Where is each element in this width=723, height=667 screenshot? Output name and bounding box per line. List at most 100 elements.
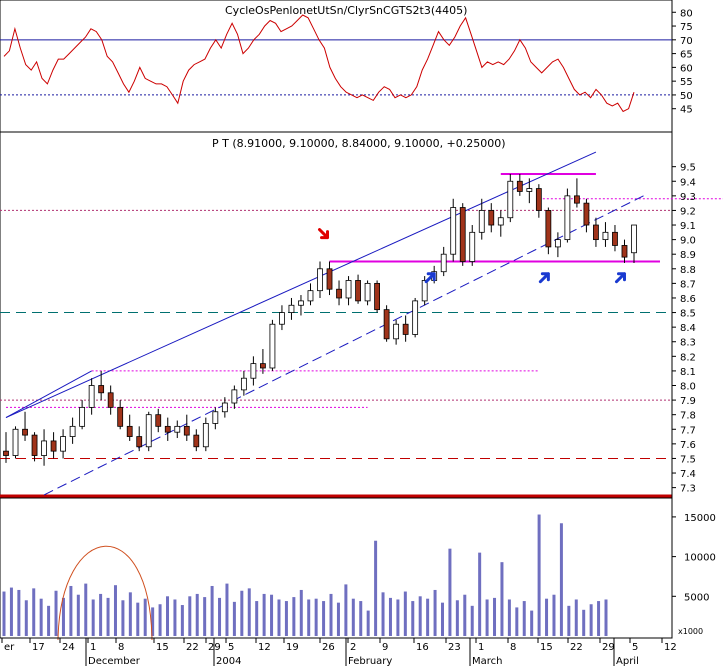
volume-bar <box>143 598 147 636</box>
rsi-title: CycleOsPenlonetUtSn/ClyrSnCGTS2t3(4405) <box>225 4 467 17</box>
blue-arrow <box>614 272 626 284</box>
rsi-panel <box>0 0 673 133</box>
candle-down <box>183 425 190 436</box>
candle-up <box>345 280 352 299</box>
volume-bar <box>262 593 266 636</box>
volume-bar <box>545 598 549 636</box>
price-tick-label: 8.4 <box>680 323 696 334</box>
volume-bar <box>39 598 43 636</box>
candle-down <box>98 385 105 394</box>
candle-down <box>574 195 580 204</box>
candle-down <box>155 414 162 427</box>
candle-up <box>288 304 295 313</box>
volume-bar <box>329 593 333 636</box>
lower-channel-line <box>43 195 644 496</box>
volume-bar <box>552 594 556 636</box>
volume-bar <box>574 599 578 636</box>
candle-down <box>336 288 342 299</box>
blue-arrow <box>424 272 436 284</box>
candle-down <box>612 231 618 246</box>
price-title: P T (8.91000, 9.10000, 8.84000, 9.10000,… <box>212 137 506 150</box>
volume-bar <box>366 610 370 636</box>
x-tick-label: 15 <box>156 642 169 653</box>
volume-bar <box>180 605 184 636</box>
price-tick-label: 8.6 <box>680 294 696 305</box>
x-tick-label: 8 <box>118 642 124 653</box>
volume-bar <box>24 600 28 636</box>
candle-down <box>516 180 523 192</box>
x-tick-label: er <box>4 642 15 653</box>
volume-bar <box>284 601 288 636</box>
price-tick-label: 8.3 <box>680 338 696 349</box>
volume-bar <box>240 590 244 636</box>
volume-bar <box>54 590 58 636</box>
upper-channel-line <box>5 151 597 419</box>
price-tick-label: 9.5 <box>680 163 696 174</box>
volume-bar <box>84 583 88 636</box>
volume-bar <box>307 599 311 636</box>
candle-down <box>50 440 57 452</box>
blue-arrow-shape <box>424 272 436 284</box>
price-tick-label: 8.5 <box>680 309 696 320</box>
candle-up <box>298 300 304 306</box>
volume-tick-label: 5000 <box>684 592 709 603</box>
candle-up <box>60 436 66 452</box>
volume-bar <box>314 598 318 636</box>
volume-bar <box>277 599 281 636</box>
volume-bar <box>388 597 392 636</box>
x-tick-label: 5 <box>632 642 638 653</box>
candle-down <box>326 268 333 290</box>
volume-bar <box>493 597 497 636</box>
volume-bar <box>136 602 140 636</box>
candle-up <box>602 231 609 241</box>
volume-bar <box>173 599 177 636</box>
volume-bar <box>121 600 125 636</box>
volume-bar <box>166 596 170 636</box>
volume-bar <box>411 601 415 636</box>
candle-up <box>507 180 514 219</box>
volume-bar <box>522 601 526 636</box>
candle-down <box>126 425 133 437</box>
candle-up <box>450 207 457 255</box>
volume-bar <box>69 585 73 636</box>
rsi-line <box>3 14 635 113</box>
volume-bar <box>106 597 110 636</box>
price-tick-label: 7.3 <box>680 484 696 495</box>
volume-bar <box>582 609 586 636</box>
candle-up <box>279 312 285 325</box>
candle-up <box>364 282 371 302</box>
volume-bar <box>537 514 541 636</box>
candle-down <box>488 210 495 226</box>
rsi-tick-label: 50 <box>680 91 693 102</box>
candle-down <box>31 434 38 456</box>
x-tick-label: 22 <box>186 642 199 653</box>
volume-bar <box>455 600 459 636</box>
volume-bar <box>463 594 467 636</box>
candle-up <box>526 188 533 192</box>
volume-bar <box>478 552 482 636</box>
x-tick-label: 23 <box>448 642 461 653</box>
volume-bar <box>17 589 21 636</box>
volume-bar <box>158 604 162 636</box>
volume-bar <box>344 584 348 636</box>
blue-arrow-shape <box>538 272 550 284</box>
volume-bar <box>322 601 326 636</box>
price-tick-label: 7.7 <box>680 425 696 436</box>
volume-bar <box>113 585 117 636</box>
x-month-label: 2004 <box>216 656 241 667</box>
candle-up <box>88 385 95 408</box>
volume-bar <box>403 591 407 636</box>
volume-bar <box>91 599 95 636</box>
x-tick-label: 19 <box>286 642 299 653</box>
candle-up <box>221 402 228 413</box>
x-tick-label: 22 <box>570 642 583 653</box>
volume-bar <box>195 593 199 636</box>
candle-up <box>12 428 19 456</box>
rsi-tick-label: 45 <box>680 105 693 116</box>
blue-arrow-shape <box>614 272 626 284</box>
candle-up <box>145 414 152 448</box>
candle-down <box>402 323 409 335</box>
volume-bar <box>351 598 355 636</box>
price-tick-label: 8.1 <box>680 367 696 378</box>
candle-up <box>554 239 561 248</box>
